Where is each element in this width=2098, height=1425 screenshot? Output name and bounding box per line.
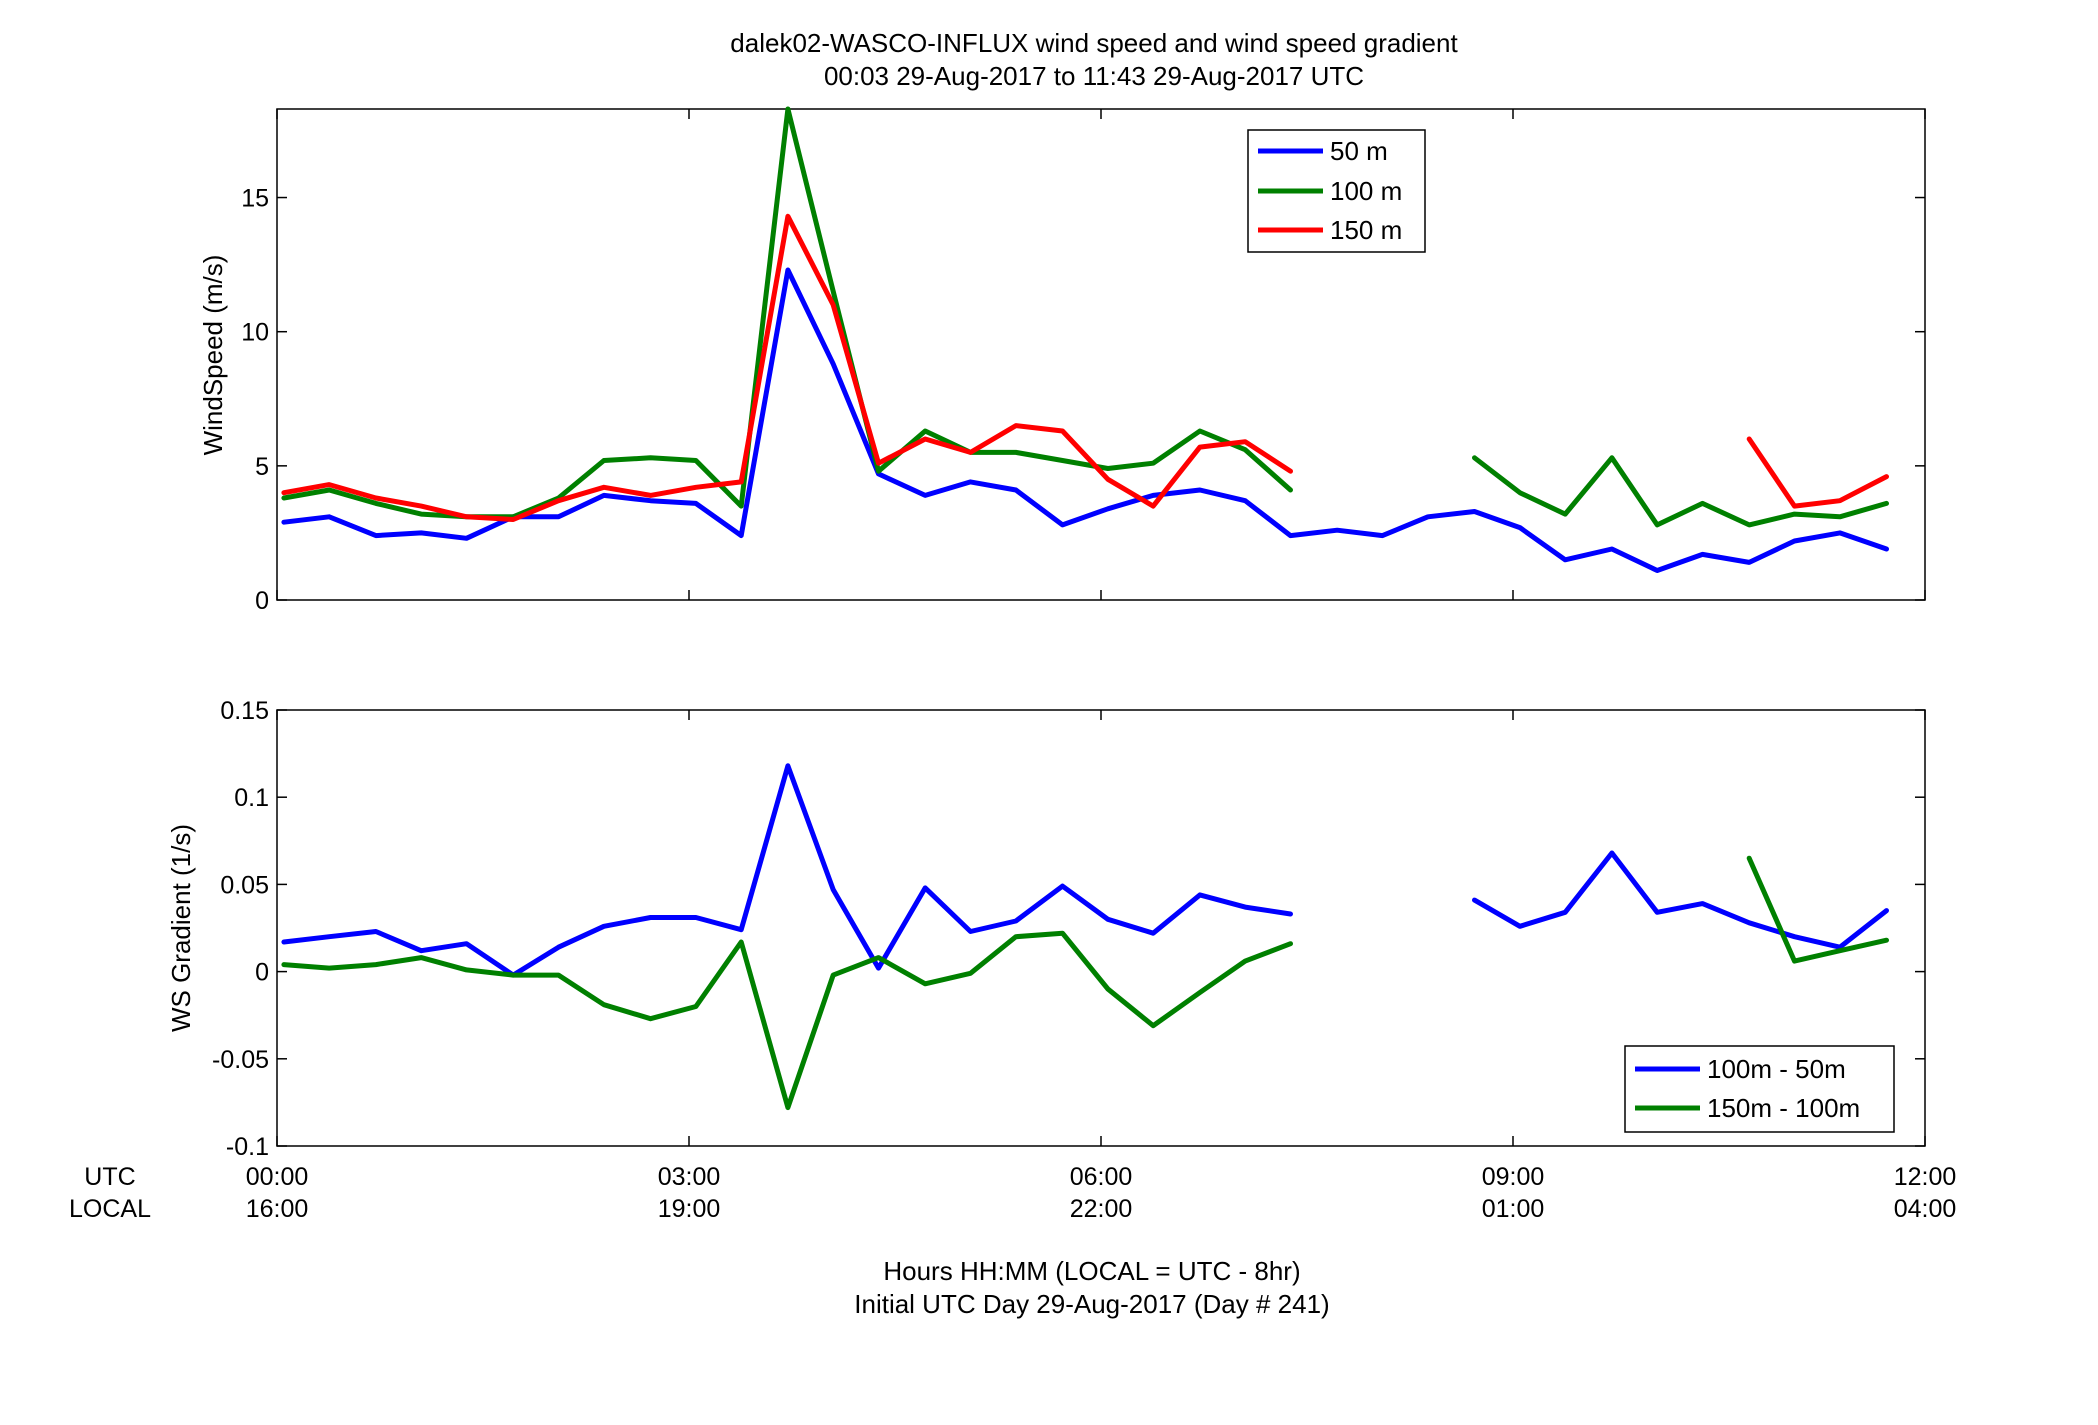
windspeed-series-0-segment-0 [281, 267, 1889, 573]
windspeed-legend: 50 m 100 m 150 m [1247, 129, 1426, 253]
gradient-y-axis-label: WS Gradient (1/s) [166, 824, 196, 1032]
windspeed-y-tick-label: 10 [241, 319, 269, 347]
windspeed-y-tick-label: 0 [255, 587, 269, 615]
local-tick-label: 04:00 [1894, 1195, 1957, 1223]
windspeed-x-ticks [276, 109, 1926, 600]
windspeed-y-tick-label: 5 [255, 453, 269, 481]
local-tick-label: 22:00 [1070, 1195, 1133, 1223]
windspeed-y-ticks: 0 5 10 15 [241, 185, 1925, 615]
utc-tick-label: 09:00 [1482, 1163, 1545, 1191]
gradient-series-0-segment-0 [281, 763, 1293, 978]
utc-row-label: UTC [84, 1163, 135, 1191]
windspeed-series-2-segment-0 [281, 213, 1293, 522]
gradient-x-ticks [276, 710, 1926, 1146]
legend-label-150m-100m: 150m - 100m [1707, 1093, 1860, 1123]
legend-label-150m: 150 m [1330, 215, 1402, 245]
gradient-y-tick-label: -0.05 [212, 1046, 269, 1074]
gradient-legend-box [1624, 1045, 1895, 1133]
windspeed-series-lines [281, 106, 1889, 573]
legend-label-100m: 100 m [1330, 176, 1402, 206]
utc-tick-label: 03:00 [658, 1163, 721, 1191]
gradient-series-1-segment-0 [281, 930, 1293, 1111]
local-tick-label: 16:00 [246, 1195, 309, 1223]
gradient-series-0-segment-1 [1472, 850, 1889, 950]
windspeed-y-tick-label: 15 [241, 185, 269, 213]
gradient-y-ticks: -0.1 -0.05 0 0.05 0.1 0.15 [212, 697, 1925, 1161]
time-tick-labels: 00:00 16:00 03:00 19:00 06:00 22:00 09:00 01:00… [246, 1163, 1957, 1223]
x-axis-sublabel: Initial UTC Day 29-Aug-2017 (Day # 241) [854, 1289, 1329, 1319]
x-axis-label: Hours HH:MM (LOCAL = UTC - 8hr) [883, 1256, 1300, 1286]
gradient-y-tick-label: 0 [255, 959, 269, 987]
utc-tick-label: 00:00 [246, 1163, 309, 1191]
gradient-legend: 100m - 50m 150m - 100m [1624, 1045, 1895, 1133]
utc-tick-label: 06:00 [1070, 1163, 1133, 1191]
utc-tick-label: 12:00 [1894, 1163, 1957, 1191]
chart-subtitle: 00:03 29-Aug-2017 to 11:43 29-Aug-2017 U… [824, 61, 1364, 91]
gradient-y-tick-label: 0.15 [220, 697, 269, 725]
local-row-label: LOCAL [69, 1195, 151, 1223]
local-tick-label: 01:00 [1482, 1195, 1545, 1223]
gradient-y-tick-label: 0.1 [234, 784, 269, 812]
windspeed-panel: 0 5 10 15 WindSpeed (m/s) 50 m 100 m 150 m [198, 106, 1926, 615]
windspeed-series-2-segment-1 [1746, 436, 1889, 509]
legend-label-100m-50m: 100m - 50m [1707, 1054, 1846, 1084]
windspeed-series-1-segment-1 [1472, 455, 1889, 528]
windspeed-y-axis-label: WindSpeed (m/s) [198, 255, 228, 456]
legend-label-50m: 50 m [1330, 136, 1388, 166]
gradient-y-tick-label: -0.1 [226, 1133, 269, 1161]
gradient-series-1-segment-1 [1746, 855, 1889, 964]
gradient-series-lines [281, 763, 1889, 1111]
local-tick-label: 19:00 [658, 1195, 721, 1223]
chart-title: dalek02-WASCO-INFLUX wind speed and wind… [730, 28, 1458, 58]
windspeed-series-1-segment-0 [281, 106, 1293, 520]
gradient-y-tick-label: 0.05 [220, 871, 269, 899]
